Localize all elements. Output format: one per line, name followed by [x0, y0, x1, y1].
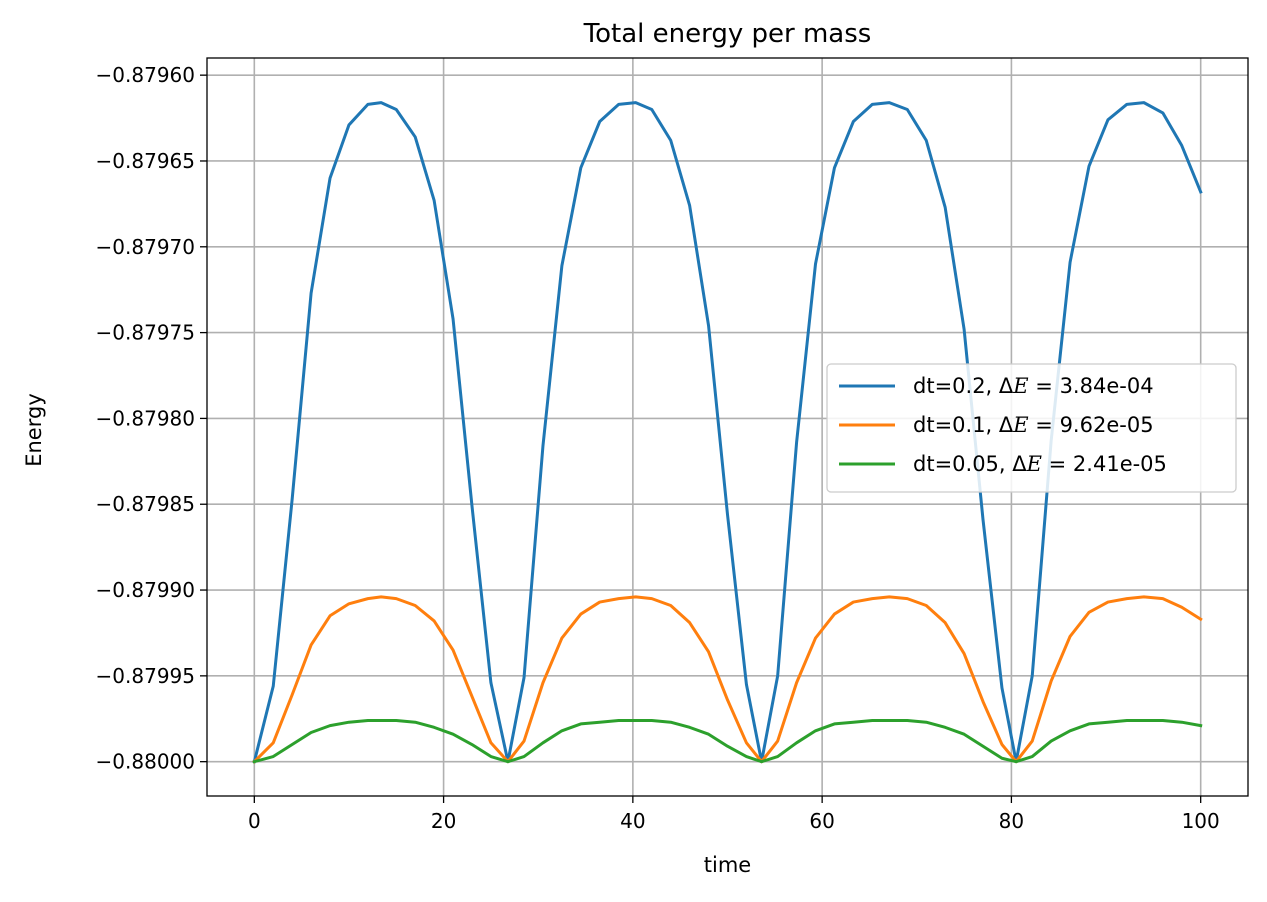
chart-title: Total energy per mass — [583, 19, 872, 49]
x-tick-label: 0 — [248, 809, 261, 833]
y-tick-label: −0.87965 — [96, 149, 195, 173]
y-tick-label: −0.87990 — [96, 578, 195, 602]
series-layer — [252, 101, 1203, 764]
legend-label-0: dt=0.2, ΔE = 3.84e-04 — [913, 374, 1154, 398]
plot-frame — [206, 57, 1249, 797]
x-tick-label: 100 — [1182, 809, 1220, 833]
y-tick-label: −0.87980 — [96, 406, 195, 430]
y-tick-label: −0.87995 — [96, 664, 195, 688]
series-line-2 — [252, 718, 1203, 764]
legend-label-1: dt=0.1, ΔE = 9.62e-05 — [913, 413, 1154, 437]
x-axis-ticks: 0 20 40 60 80 100 — [248, 796, 1220, 833]
legend-label-2: dt=0.05, ΔE = 2.41e-05 — [913, 452, 1167, 476]
x-tick-label: 60 — [809, 809, 834, 833]
y-tick-label: −0.87970 — [96, 235, 195, 259]
x-tick-label: 80 — [999, 809, 1024, 833]
y-tick-label: −0.87985 — [96, 492, 195, 516]
x-tick-label: 40 — [620, 809, 645, 833]
y-tick-label: −0.88000 — [96, 750, 195, 774]
x-tick-label: 20 — [431, 809, 456, 833]
legend: dt=0.2, ΔE = 3.84e-04 dt=0.1, ΔE = 9.62e-… — [826, 363, 1237, 493]
y-axis-label: Energy — [22, 393, 46, 467]
legend-box — [826, 363, 1237, 493]
series-line-0 — [252, 101, 1203, 764]
x-axis-label: time — [704, 853, 751, 877]
y-tick-label: −0.87960 — [96, 63, 195, 87]
series-line-1 — [252, 595, 1203, 764]
y-tick-label: −0.87975 — [96, 321, 195, 345]
y-axis-ticks: −0.87960 −0.87965 −0.87970 −0.87975 −0.87980… — [96, 63, 207, 774]
